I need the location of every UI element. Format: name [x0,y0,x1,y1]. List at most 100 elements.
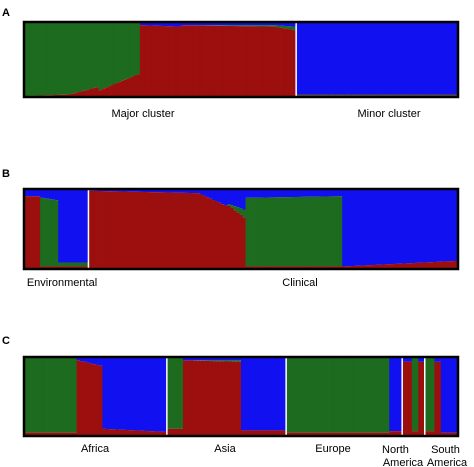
bar-environmental-8-green [49,199,53,267]
bar-asia-60-green [218,360,223,362]
bar-asia-57-red [208,361,213,435]
bar-major-cluster-74-red [195,25,198,96]
bar-minor-cluster-171-red [417,95,421,96]
bar-clinical-50-blue [176,190,180,193]
bar-north-america-118-blue [405,358,410,362]
bar-africa-32-red [128,430,132,435]
bar-clinical-48-red [170,192,174,268]
bar-europe-92-green [321,358,326,433]
bar-asia-64-blue [231,358,235,361]
bar-minor-cluster-184-blue [447,23,451,95]
bar-major-cluster-56-blue [153,23,157,26]
bar-asia-48-green [179,358,184,429]
bar-major-cluster-100-green [254,25,258,27]
bar-africa-12-red [63,432,68,435]
bar-africa-42-red [160,431,165,435]
bar-minor-cluster-121-red [303,95,306,96]
bar-africa-4-green [37,358,42,433]
bar-major-cluster-53-red [146,25,150,97]
bar-major-cluster-115-blue [289,23,292,27]
bar-major-cluster-20-green [70,23,74,94]
bar-europe-107-green [369,358,374,433]
bar-major-cluster-95-blue [243,23,246,26]
bar-major-cluster-51-red [142,25,145,97]
bar-clinical-44-red [157,192,162,268]
bar-minor-cluster-138-red [342,95,345,96]
bar-environmental-2-blue [31,190,35,197]
bar-clinical-34-blue [127,190,132,192]
bar-europe-113-blue [389,358,393,432]
bar-major-cluster-34-red [103,88,106,96]
bar-major-cluster-82-blue [213,23,217,26]
bar-clinical-56-red [194,193,198,268]
bar-minor-cluster-156-blue [383,23,387,95]
bar-clinical-62-blue [212,190,216,201]
bar-clinical-59-blue [203,190,207,196]
bar-clinical-28-red [109,191,114,268]
bar-clinical-97-green [318,196,322,267]
bar-minor-cluster-169-green [413,94,417,96]
bar-major-cluster-78-red [204,25,207,97]
bar-asia-60-red [218,361,223,435]
bar-environmental-13-red [64,266,68,268]
bar-minor-cluster-139-blue [344,23,348,95]
bar-asia-66-green [237,360,242,362]
bar-africa-43-blue [163,358,168,432]
bar-clinical-31-blue [118,190,123,192]
bar-clinical-141-red [450,261,455,268]
bar-africa-10-green [57,358,61,433]
bar-minor-cluster-182-red [443,95,446,96]
bar-environmental-18-green [79,262,83,267]
bar-clinical-127-blue [408,190,413,264]
panel-a-chart [22,20,460,99]
bar-africa-3-red [34,432,39,435]
bar-environmental-20-blue [85,190,89,263]
bar-major-cluster-77-red [201,25,205,97]
bar-europe-111-red [382,432,387,435]
bar-major-cluster-111-red [280,27,283,96]
bar-minor-cluster-186-green [452,94,456,96]
bar-major-cluster-54-red [149,25,152,97]
bar-minor-cluster-164-green [401,94,405,96]
bar-clinical-61-red [209,198,213,268]
bar-africa-25-blue [105,358,110,429]
bar-north-america-120-red [411,431,416,435]
bar-major-cluster-91-green [234,25,237,27]
bar-clinical-123-red [396,263,400,268]
bar-clinical-135-red [432,262,437,268]
panel-frame [22,20,460,99]
bar-major-cluster-44-red [126,78,129,96]
bar-clinical-69-green [233,206,237,211]
bar-clinical-75-red [251,266,255,268]
bar-major-cluster-96-blue [245,23,249,26]
panel-a-label-major: Major cluster [112,108,175,120]
bar-clinical-87-red [287,266,292,268]
bar-clinical-99-green [324,196,328,267]
bar-minor-cluster-186-blue [452,23,456,95]
bar-minor-cluster-173-blue [422,23,426,95]
bar-clinical-125-blue [402,190,407,264]
bar-africa-16-red [76,360,81,435]
bar-minor-cluster-136-red [337,95,341,96]
bar-major-cluster-100-blue [254,23,258,26]
bar-europe-90-green [315,358,319,433]
bar-africa-7-green [47,358,52,433]
bar-asia-49-blue [182,358,187,361]
bar-clinical-78-red [260,266,265,268]
bar-africa-22-blue [95,358,100,365]
bar-minor-cluster-164-blue [401,23,405,95]
bar-minor-cluster-162-blue [397,23,400,95]
bar-clinical-139-blue [444,190,449,262]
bar-clinical-114-blue [369,190,373,266]
bar-clinical-36-red [133,191,138,268]
bar-environmental-17-blue [76,190,80,263]
bar-clinical-86-blue [284,190,289,198]
bar-major-cluster-17-red [64,94,67,96]
bar-clinical-127-red [408,263,413,268]
bar-environmental-15-green [70,262,74,267]
bar-major-cluster-74-blue [195,23,198,26]
bar-clinical-80-blue [266,190,271,198]
bar-major-cluster-95-green [243,25,246,27]
bar-asia-59-blue [215,358,219,361]
bar-minor-cluster-154-red [378,95,382,96]
